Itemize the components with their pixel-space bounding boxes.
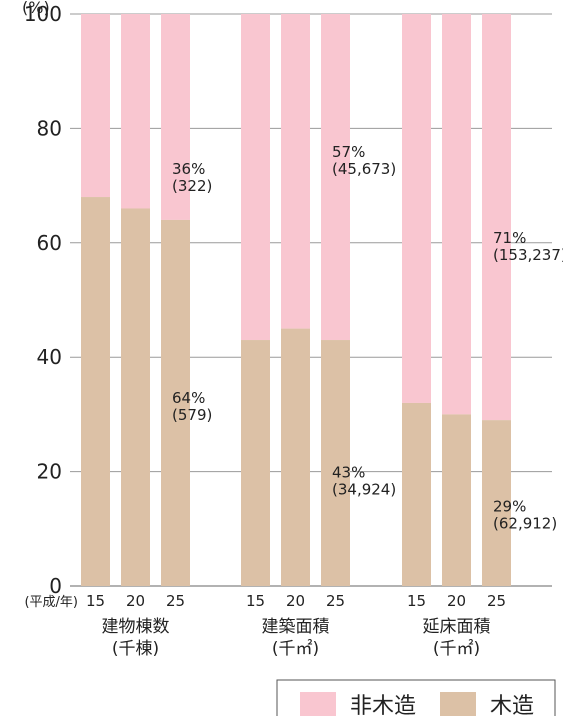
legend-swatch-wood: [440, 692, 476, 716]
annotation-value: (322): [172, 177, 212, 195]
group-unit-label: (千㎡): [433, 639, 480, 659]
annotation-percent: 36%: [172, 160, 205, 178]
y-tick-label: 60: [37, 231, 62, 255]
bar-non-wood: [281, 14, 310, 329]
legend-swatch-non-wood: [300, 692, 336, 716]
bar-non-wood: [241, 14, 270, 341]
bar-wood: [321, 340, 350, 586]
bar-wood: [482, 420, 511, 586]
bar-non-wood: [81, 14, 110, 198]
annotation-value: (153,237): [493, 246, 563, 264]
bar-non-wood: [402, 14, 431, 403]
bars: [81, 14, 511, 587]
annotation-percent: 57%: [332, 143, 365, 161]
bar-wood: [81, 197, 110, 587]
group-label: 建築面積: [262, 617, 330, 637]
x-tick-label: 25: [326, 592, 345, 610]
bar-wood: [402, 402, 431, 586]
x-tick-label: 15: [86, 592, 105, 610]
annotation-value: (62,912): [493, 515, 557, 533]
x-tick-label: 15: [407, 592, 426, 610]
x-tick-label: 15: [246, 592, 265, 610]
annotation-value: (34,924): [332, 480, 396, 498]
bar-non-wood: [442, 14, 471, 415]
bar-non-wood: [482, 14, 511, 421]
annotations: 36%(322) 64%(579) 57%(45,673) 43%(34,924) 71…: [172, 143, 563, 533]
legend-label-wood: 木造: [490, 694, 534, 716]
x-tick-label: 20: [286, 592, 305, 610]
y-axis: (%) 0 20 40 60 80 100: [22, 0, 62, 598]
legend: 非木造 木造: [276, 679, 556, 716]
bar-wood: [442, 414, 471, 586]
legend-label-non-wood: 非木造: [350, 694, 416, 716]
gridlines: [70, 13, 552, 587]
group-label: 建物棟数: [102, 617, 170, 637]
y-tick-label: 40: [37, 345, 62, 369]
y-tick-label: 20: [37, 460, 62, 484]
x-tick-label: 25: [166, 592, 185, 610]
bar-non-wood: [161, 14, 190, 220]
group-unit-label: (千㎡): [272, 639, 319, 659]
annotation-value: (45,673): [332, 160, 396, 178]
x-tick-label: 20: [447, 592, 466, 610]
annotation-percent: 29%: [493, 498, 526, 516]
bar-non-wood: [121, 14, 150, 209]
y-tick-label: 80: [37, 116, 62, 140]
bar-wood: [281, 328, 310, 586]
group-unit-label: (千棟): [112, 639, 159, 659]
annotation-percent: 71%: [493, 229, 526, 247]
y-axis-unit: (%): [22, 0, 50, 17]
x-tick-label: 20: [126, 592, 145, 610]
bar-wood: [121, 208, 150, 587]
bar-wood: [241, 340, 270, 586]
annotation-value: (579): [172, 406, 212, 424]
annotation-percent: 64%: [172, 389, 205, 407]
bar-wood: [161, 219, 190, 587]
y-tick-label: 100: [24, 2, 62, 26]
annotation-percent: 43%: [332, 463, 365, 481]
y-tick-label: 0: [49, 574, 62, 598]
x-tick-label: 25: [487, 592, 506, 610]
x-axis-prefix: (平成/年): [24, 595, 78, 610]
group-label: 延床面積: [423, 617, 491, 637]
bar-non-wood: [321, 14, 350, 341]
